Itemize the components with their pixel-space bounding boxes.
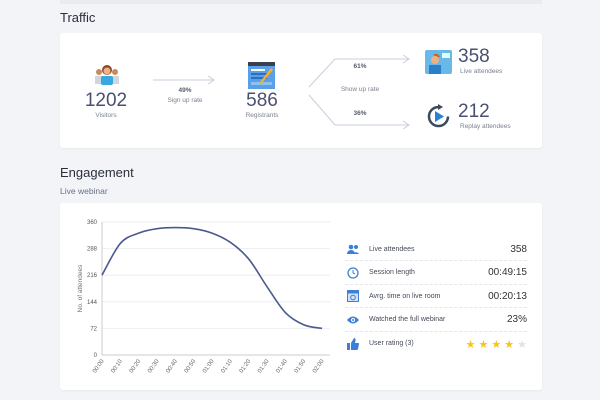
showup-label: Show up rate	[340, 86, 380, 93]
x-tick-label: 01:30	[257, 358, 271, 374]
x-tick-label: 01:10	[220, 358, 234, 374]
stat-label: User rating (3)	[369, 340, 414, 347]
y-tick-label: 288	[87, 247, 98, 253]
stat-label: Avrg. time on live room	[369, 292, 441, 300]
y-tick-label: 360	[87, 220, 98, 226]
stat-row: Avrg. time on live room 00:20:13	[345, 285, 527, 308]
stat-value: 23%	[506, 314, 527, 325]
engagement-subtitle: Live webinar	[60, 186, 108, 196]
data-point	[210, 231, 214, 235]
star-icon[interactable]: ★	[504, 338, 515, 351]
stat-value: 00:49:15	[488, 267, 527, 278]
stat-label: Session length	[369, 269, 415, 276]
stat-label: Watched the full webinar	[369, 316, 446, 323]
live-showup-pct: 61%	[353, 63, 367, 70]
stat-row: Live attendees 358	[345, 238, 527, 261]
attendees-series-line	[101, 226, 323, 330]
visitors-label: Visitors	[95, 112, 117, 119]
data-point	[265, 285, 269, 289]
star-icon[interactable]: ★	[517, 338, 527, 351]
x-tick-label: 00:20	[129, 358, 143, 374]
eye-icon	[347, 314, 359, 326]
x-tick-label: 00:10	[110, 358, 124, 374]
engagement-card: 0 72 144 216 288 360 00:00 00:10 00:20 00:30 00:40…	[60, 203, 542, 390]
thumbs-up-icon	[347, 337, 359, 350]
x-tick-label: 00:40	[165, 358, 179, 374]
engagement-title: Engagement	[60, 165, 134, 180]
live-label: Live attendees	[460, 68, 503, 75]
replay-label: Replay attendees	[460, 123, 511, 130]
calendar-icon	[347, 290, 359, 302]
x-tick-label: 01:20	[239, 358, 253, 374]
data-point	[320, 326, 324, 330]
top-divider	[60, 0, 542, 4]
y-tick-label: 216	[87, 273, 98, 279]
y-tick-label: 0	[94, 353, 98, 359]
stat-row: User rating (3) ★ ★ ★ ★ ★	[345, 332, 527, 355]
visitors-icon	[95, 65, 119, 85]
x-tick-label: 01:00	[202, 358, 216, 374]
arrow-right-icon	[153, 75, 215, 85]
data-point	[173, 226, 177, 230]
data-point	[137, 231, 141, 235]
visitors-count: 1202	[84, 90, 128, 111]
y-tick-label: 72	[90, 326, 97, 332]
signup-pct: 49%	[178, 87, 192, 94]
star-icon[interactable]: ★	[491, 338, 502, 351]
stat-value: 358	[510, 243, 527, 255]
star-icon[interactable]: ★	[478, 338, 489, 351]
data-point	[155, 227, 159, 231]
stat-row: Session length 00:49:15	[345, 262, 527, 285]
data-point	[302, 323, 306, 327]
replay-icon	[427, 104, 450, 128]
star-rating[interactable]: ★ ★ ★ ★ ★	[463, 335, 527, 353]
people-icon	[347, 243, 359, 255]
registrants-count: 586	[246, 90, 278, 111]
traffic-card: 1202 Visitors 49% Sign up rate 586 Regis…	[60, 33, 542, 148]
replay-count: 212	[458, 101, 490, 122]
clock-icon	[347, 266, 359, 279]
data-point	[283, 311, 287, 315]
data-point	[100, 273, 104, 277]
stat-row: Watched the full webinar 23%	[345, 309, 527, 332]
live-count: 358	[458, 46, 490, 67]
stat-label: Live attendees	[369, 245, 415, 253]
registration-form-icon	[248, 62, 275, 89]
x-tick-label: 00:00	[92, 358, 106, 374]
data-point	[118, 241, 122, 245]
replay-showup-pct: 36%	[353, 110, 367, 117]
signup-label: Sign up rate	[167, 97, 203, 104]
data-point	[247, 257, 251, 261]
y-axis-label: No. of attendees	[77, 264, 84, 312]
live-attendee-icon	[425, 50, 452, 74]
x-tick-label: 00:30	[147, 358, 161, 374]
stat-value: 00:20:13	[488, 290, 527, 302]
attendees-line-chart: 0 72 144 216 288 360 00:00 00:10 00:20 00:30 00:40…	[77, 220, 330, 374]
x-tick-label: 00:50	[184, 358, 198, 374]
star-icon[interactable]: ★	[465, 338, 476, 351]
x-tick-label: 01:50	[294, 358, 308, 374]
split-arrows-icon	[308, 54, 410, 130]
x-tick-label: 01:40	[275, 358, 289, 374]
y-tick-label: 144	[87, 300, 98, 306]
data-point	[192, 227, 196, 231]
registrants-label: Registrants	[245, 112, 279, 119]
x-tick-label: 02:00	[312, 358, 326, 374]
traffic-title: Traffic	[60, 10, 96, 25]
data-point	[228, 240, 232, 244]
